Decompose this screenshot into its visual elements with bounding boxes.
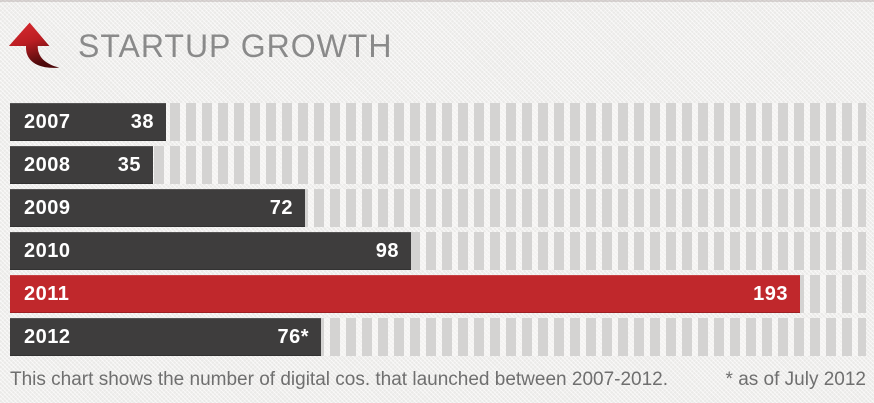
chart-row: 2011 193 (10, 275, 866, 313)
chart-row: 2012 76* (10, 318, 866, 356)
chart-row: 2008 35 (10, 146, 866, 184)
bar-value-label: 35 (117, 154, 141, 176)
caption: This chart shows the number of digital c… (10, 369, 866, 391)
page-title: STARTUP GROWTH (78, 28, 393, 64)
header: STARTUP GROWTH (8, 20, 392, 72)
bar-value-label: 98 (375, 240, 399, 262)
chart-row: 2009 72 (10, 189, 866, 227)
bar-year-label: 2010 (24, 240, 71, 262)
bar: 2012 76* (10, 318, 321, 356)
bar-year-label: 2009 (24, 197, 71, 219)
chart-row: 2010 98 (10, 232, 866, 270)
caption-text: This chart shows the number of digital c… (10, 369, 669, 390)
bar-value-label: 193 (753, 283, 788, 305)
bar-chart: 2007 38 2008 35 2009 72 2010 98 (10, 103, 866, 361)
bar: 2009 72 (10, 189, 305, 227)
bar: 2011 193 (10, 275, 800, 313)
bar: 2008 35 (10, 146, 153, 184)
bar-year-label: 2008 (24, 154, 71, 176)
bar-year-label: 2011 (24, 283, 70, 305)
bar-value-label: 72 (269, 197, 293, 219)
bar: 2010 98 (10, 232, 411, 270)
bar-year-label: 2007 (24, 111, 71, 133)
bar-year-label: 2012 (24, 326, 71, 348)
top-edge-divider (0, 0, 874, 2)
chart-row: 2007 38 (10, 103, 866, 141)
growth-arrow-icon (8, 20, 62, 72)
bar-value-label: 38 (130, 111, 154, 133)
bar-value-label: 76* (277, 326, 309, 348)
caption-footnote: * as of July 2012 (725, 369, 866, 390)
bar: 2007 38 (10, 103, 166, 141)
